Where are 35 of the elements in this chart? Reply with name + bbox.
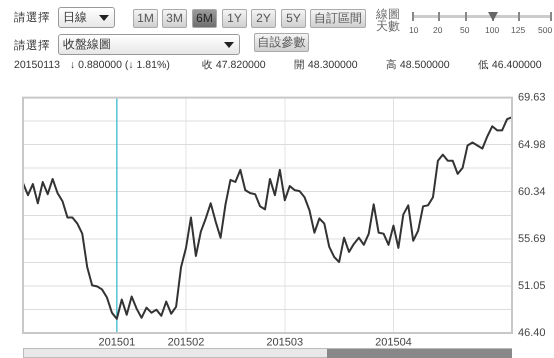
- text: 5Y: [281, 9, 306, 28]
- text: 500: [538, 24, 552, 37]
- text: 請選擇: [14, 11, 50, 25]
- text: 自訂區間: [310, 9, 366, 28]
- text: 線圖天數: [376, 7, 401, 33]
- x-tick-label: 201504: [375, 336, 412, 349]
- text: 日線: [58, 7, 115, 28]
- text: 低 46.400000: [478, 58, 542, 72]
- text: 20: [433, 24, 442, 37]
- x-tick-label: 201502: [168, 336, 204, 349]
- text: 20150113: [14, 58, 60, 72]
- y-tick-label: 51.05: [518, 280, 546, 292]
- text: 10: [409, 24, 418, 37]
- text: 6M: [192, 9, 217, 28]
- text: 3M: [162, 9, 187, 28]
- text: 開 48.300000: [294, 58, 358, 72]
- y-tick-label: 55.69: [518, 232, 546, 245]
- text: 收 47.820000: [202, 58, 266, 72]
- text: 125: [511, 24, 526, 37]
- text: 50: [460, 24, 470, 37]
- text: 自設參數: [254, 33, 309, 52]
- text: 2Y: [251, 9, 276, 28]
- x-tick-label: 201501: [98, 336, 136, 349]
- y-tick-label: 46.40: [518, 327, 546, 340]
- text: 請選擇: [14, 39, 50, 53]
- y-tick-label: 60.34: [518, 186, 546, 198]
- text: 1M: [133, 9, 158, 28]
- text: 高 48.500000: [386, 58, 450, 72]
- text: 收盤線圖: [58, 34, 240, 55]
- x-tick-label: 201503: [266, 336, 304, 349]
- y-tick-label: 69.63: [518, 92, 546, 104]
- text: 100: [485, 24, 500, 37]
- text: ↓ 0.880000 (↓ 1.81%): [70, 58, 170, 72]
- y-tick-label: 64.98: [518, 138, 546, 151]
- text: 1Y: [222, 9, 247, 28]
